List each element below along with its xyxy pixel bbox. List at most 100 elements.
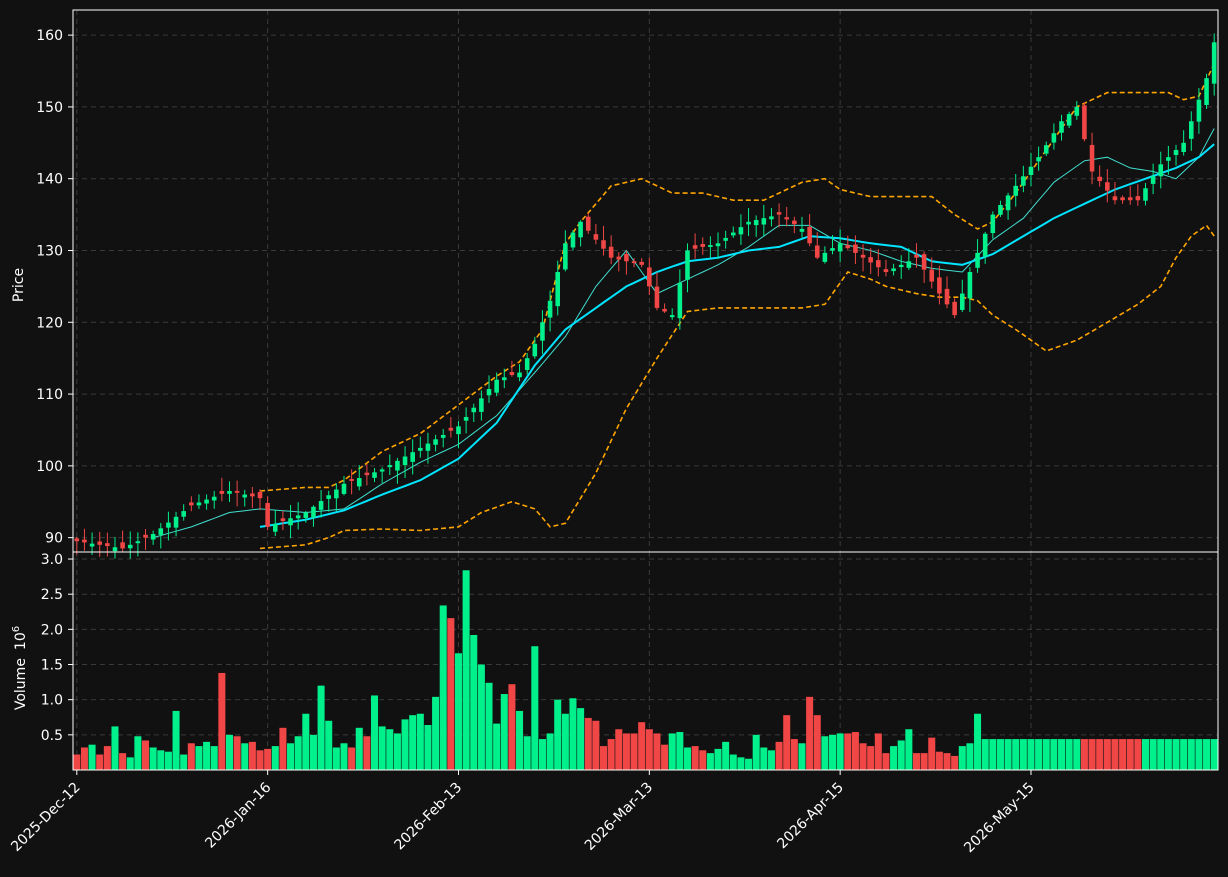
volume-scale-base: 10 [13, 632, 29, 650]
candlestick [1181, 130, 1186, 156]
candle-body [921, 254, 927, 270]
candlestick [82, 528, 87, 551]
candle-body [639, 261, 644, 265]
volume-bar [851, 732, 859, 770]
candle-body [822, 252, 828, 262]
candle-body [1196, 99, 1202, 122]
volume-bar [302, 713, 310, 770]
candle-body [776, 212, 782, 215]
candlestick [876, 249, 881, 277]
candlestick [1089, 132, 1095, 185]
volume-bar [538, 739, 546, 770]
candle-body [517, 372, 522, 378]
candlestick [753, 215, 759, 237]
volume-bar [996, 739, 1004, 770]
price-tick-label: 140 [36, 172, 63, 188]
volume-bar [264, 748, 272, 770]
candlestick [89, 532, 95, 555]
candlestick [448, 416, 454, 438]
candle-body [425, 443, 431, 451]
volume-bar [683, 747, 691, 770]
candlestick [219, 477, 225, 502]
candlestick [463, 407, 469, 434]
volume-tick-label: 0.5 [41, 728, 63, 744]
candle-body [280, 518, 286, 522]
candle-body [509, 372, 515, 375]
candle-body [975, 252, 980, 268]
candlestick [776, 203, 782, 228]
candlestick [456, 420, 461, 449]
volume-bar [1157, 739, 1165, 770]
candlestick [311, 505, 316, 527]
candle-body [723, 237, 728, 241]
candle-body [494, 379, 499, 393]
volume-bar [1096, 739, 1104, 770]
candlestick [189, 496, 194, 512]
candlestick [967, 267, 973, 313]
candlestick [234, 480, 240, 507]
candle-body [486, 389, 492, 396]
volume-bar [416, 713, 424, 770]
candlestick [402, 446, 408, 479]
candle-body [669, 315, 675, 318]
candle-body [860, 254, 866, 258]
candlestick [883, 259, 889, 277]
volume-bar [607, 739, 615, 770]
volume-bar [287, 743, 295, 770]
volume-bar [661, 744, 669, 770]
candlestick [242, 489, 248, 507]
candlestick [1150, 163, 1156, 195]
volume-bar [447, 618, 455, 770]
candlestick [272, 509, 278, 537]
candlestick [1120, 195, 1125, 204]
candlestick [410, 439, 415, 475]
candlestick [204, 494, 209, 510]
candle-body [807, 226, 812, 244]
volume-bar [928, 737, 936, 770]
candlestick [395, 457, 400, 484]
candlestick [1066, 111, 1072, 129]
candle-body [532, 343, 538, 357]
volume-bar [798, 743, 806, 770]
candle-body [265, 503, 270, 527]
volume-bar [96, 754, 104, 770]
candlestick [891, 263, 896, 276]
candle-body [1021, 176, 1026, 186]
candle-body [173, 516, 179, 528]
candlestick [265, 496, 270, 531]
volume-tick-label: 3.0 [41, 552, 63, 568]
candlestick [524, 352, 530, 375]
candlestick [685, 243, 690, 293]
candle-body [898, 264, 904, 268]
volume-bar [874, 733, 882, 770]
candlestick [173, 511, 179, 537]
volume-bar [569, 698, 577, 770]
candle-body [150, 534, 156, 540]
volume-bar [279, 727, 287, 770]
volume-bar [1050, 739, 1058, 770]
candle-body [1005, 195, 1011, 211]
volume-bar [126, 757, 134, 770]
candlestick [1005, 192, 1011, 220]
volume-bar [958, 746, 966, 770]
volume-tick-label: 2.0 [41, 622, 63, 638]
volume-bar [371, 695, 379, 770]
volume-bar [638, 722, 646, 770]
candle-body [1204, 78, 1209, 105]
candle-body [387, 465, 393, 468]
candlestick [1135, 184, 1141, 206]
volume-bar [523, 736, 531, 770]
price-tick-label: 110 [36, 387, 63, 403]
candle-body [1135, 196, 1141, 201]
candlestick [280, 510, 286, 531]
candlestick [975, 239, 980, 273]
volume-bar [508, 684, 516, 770]
volume-bar [1187, 739, 1195, 770]
volume-bar [378, 726, 386, 770]
volume-bar [829, 734, 837, 770]
candle-body [288, 518, 293, 526]
candle-body [189, 502, 194, 506]
price-tick-label: 130 [36, 243, 63, 259]
volume-bar [714, 748, 722, 770]
volume-bar [584, 717, 592, 770]
